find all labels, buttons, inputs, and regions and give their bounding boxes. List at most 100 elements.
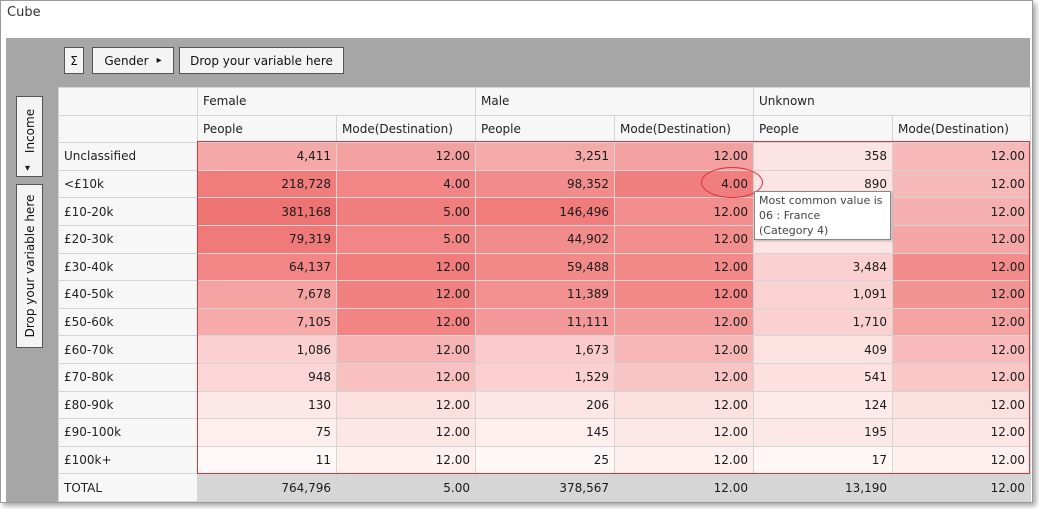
row-label[interactable]: £90-100k xyxy=(58,418,198,447)
data-cell[interactable]: 12.00 xyxy=(614,362,755,392)
data-cell[interactable]: 7,678 xyxy=(197,280,337,309)
data-cell[interactable]: 541 xyxy=(753,362,894,392)
row-label[interactable]: <£10k xyxy=(58,169,198,199)
data-cell[interactable]: 12.00 xyxy=(335,445,477,475)
data-cell[interactable]: 98,352 xyxy=(475,169,616,199)
data-cell[interactable]: 218,728 xyxy=(197,169,337,199)
measure-header[interactable]: People xyxy=(197,114,337,144)
data-cell[interactable]: 12.00 xyxy=(614,142,755,171)
table-row: £60-70k 1,086 12.00 1,673 12.00 409 12.00 xyxy=(58,335,1032,364)
data-cell[interactable]: 75 xyxy=(197,418,337,447)
data-cell[interactable]: 1,673 xyxy=(475,335,616,364)
data-cell[interactable]: 12.00 xyxy=(614,418,755,447)
data-cell[interactable]: 1,529 xyxy=(475,362,616,392)
data-cell[interactable]: 12.00 xyxy=(892,197,1032,226)
data-cell[interactable]: 3,251 xyxy=(475,142,616,171)
data-cell[interactable]: 12.00 xyxy=(335,362,477,392)
data-cell[interactable]: 12.00 xyxy=(335,418,477,447)
data-cell[interactable]: 12.00 xyxy=(614,280,755,309)
data-cell[interactable]: 381,168 xyxy=(197,197,337,226)
data-cell[interactable]: 12.00 xyxy=(892,335,1032,364)
data-cell[interactable]: 195 xyxy=(753,418,894,447)
drop-column-variable-target[interactable]: Drop your variable here xyxy=(179,47,344,74)
data-cell[interactable]: 12.00 xyxy=(892,418,1032,447)
measure-header[interactable]: People xyxy=(475,114,616,144)
data-cell[interactable]: 44,902 xyxy=(475,224,616,254)
data-cell[interactable]: 12.00 xyxy=(335,307,477,337)
data-cell[interactable]: 358 xyxy=(753,142,894,171)
data-cell[interactable]: 12.00 xyxy=(892,252,1032,282)
data-cell[interactable]: 64,137 xyxy=(197,252,337,282)
data-cell[interactable]: 17 xyxy=(753,445,894,475)
data-cell[interactable]: 11 xyxy=(197,445,337,475)
data-cell[interactable]: 11,389 xyxy=(475,280,616,309)
data-cell[interactable]: 12.00 xyxy=(614,307,755,337)
data-cell[interactable]: 146,496 xyxy=(475,197,616,226)
row-label[interactable]: £10-20k xyxy=(58,197,198,226)
data-cell[interactable]: 12.00 xyxy=(892,362,1032,392)
income-variable-pill[interactable]: Income ▾ xyxy=(16,96,43,177)
data-cell[interactable]: 5.00 xyxy=(335,197,477,226)
measure-header[interactable]: Mode(Destination) xyxy=(335,114,477,144)
data-cell[interactable]: 25 xyxy=(475,445,616,475)
column-drop-area[interactable]: Σ Gender ▸ Drop your variable here xyxy=(58,38,1030,87)
data-cell[interactable]: 59,488 xyxy=(475,252,616,282)
chevron-down-icon[interactable]: ▾ xyxy=(25,163,31,174)
group-header-male[interactable]: Male xyxy=(475,87,755,116)
data-cell[interactable]: 3,484 xyxy=(753,252,894,282)
data-cell[interactable]: 12.00 xyxy=(892,224,1032,254)
data-cell[interactable]: 12.00 xyxy=(614,197,755,226)
data-cell[interactable]: 12.00 xyxy=(614,335,755,364)
data-cell[interactable]: 12.00 xyxy=(892,142,1032,171)
data-cell[interactable]: 12.00 xyxy=(892,169,1032,199)
row-label[interactable]: £60-70k xyxy=(58,335,198,364)
data-cell[interactable]: 130 xyxy=(197,390,337,420)
data-cell[interactable]: 7,105 xyxy=(197,307,337,337)
data-cell[interactable]: 12.00 xyxy=(335,390,477,420)
data-cell[interactable]: 12.00 xyxy=(614,252,755,282)
data-cell[interactable]: 12.00 xyxy=(892,445,1032,475)
corner-cell xyxy=(58,87,198,116)
measure-header[interactable]: Mode(Destination) xyxy=(892,114,1032,144)
data-cell[interactable]: 4,411 xyxy=(197,142,337,171)
data-cell[interactable]: 12.00 xyxy=(614,224,755,254)
data-cell[interactable]: 12.00 xyxy=(335,142,477,171)
data-cell[interactable]: 1,091 xyxy=(753,280,894,309)
data-cell[interactable]: 145 xyxy=(475,418,616,447)
row-label[interactable]: £100k+ xyxy=(58,445,198,475)
data-cell[interactable]: 79,319 xyxy=(197,224,337,254)
measure-header[interactable]: Mode(Destination) xyxy=(614,114,755,144)
row-drop-area[interactable]: Income ▾ Drop your variable here xyxy=(6,38,58,502)
row-label[interactable]: Unclassified xyxy=(58,142,198,171)
row-label[interactable]: £40-50k xyxy=(58,280,198,309)
data-cell[interactable]: 5.00 xyxy=(335,224,477,254)
data-cell[interactable]: 124 xyxy=(753,390,894,420)
data-cell[interactable]: 206 xyxy=(475,390,616,420)
data-cell[interactable]: 12.00 xyxy=(892,307,1032,337)
data-cell[interactable]: 4.00 xyxy=(335,169,477,199)
data-cell[interactable]: 12.00 xyxy=(335,252,477,282)
gender-variable-pill[interactable]: Gender ▸ xyxy=(92,47,174,74)
chevron-right-icon[interactable]: ▸ xyxy=(156,55,162,66)
row-label[interactable]: £50-60k xyxy=(58,307,198,337)
data-cell[interactable]: 11,111 xyxy=(475,307,616,337)
data-cell[interactable]: 1,086 xyxy=(197,335,337,364)
data-cell[interactable]: 12.00 xyxy=(614,445,755,475)
drop-row-variable-target[interactable]: Drop your variable here xyxy=(16,184,43,348)
row-label[interactable]: £70-80k xyxy=(58,362,198,392)
group-header-female[interactable]: Female xyxy=(196,87,477,116)
data-cell[interactable]: 12.00 xyxy=(614,390,755,420)
row-label[interactable]: £30-40k xyxy=(58,252,198,282)
data-cell[interactable]: 1,710 xyxy=(753,307,894,337)
data-cell[interactable]: 948 xyxy=(197,362,337,392)
data-cell[interactable]: 409 xyxy=(753,335,894,364)
measure-header[interactable]: People xyxy=(753,114,894,144)
data-cell[interactable]: 12.00 xyxy=(335,280,477,309)
data-cell[interactable]: 12.00 xyxy=(892,390,1032,420)
row-label[interactable]: £20-30k xyxy=(58,224,198,254)
group-header-unknown[interactable]: Unknown xyxy=(753,87,1032,116)
row-label[interactable]: £80-90k xyxy=(58,390,198,420)
data-cell[interactable]: 12.00 xyxy=(892,280,1032,309)
sigma-button[interactable]: Σ xyxy=(64,47,84,74)
data-cell[interactable]: 12.00 xyxy=(335,335,477,364)
